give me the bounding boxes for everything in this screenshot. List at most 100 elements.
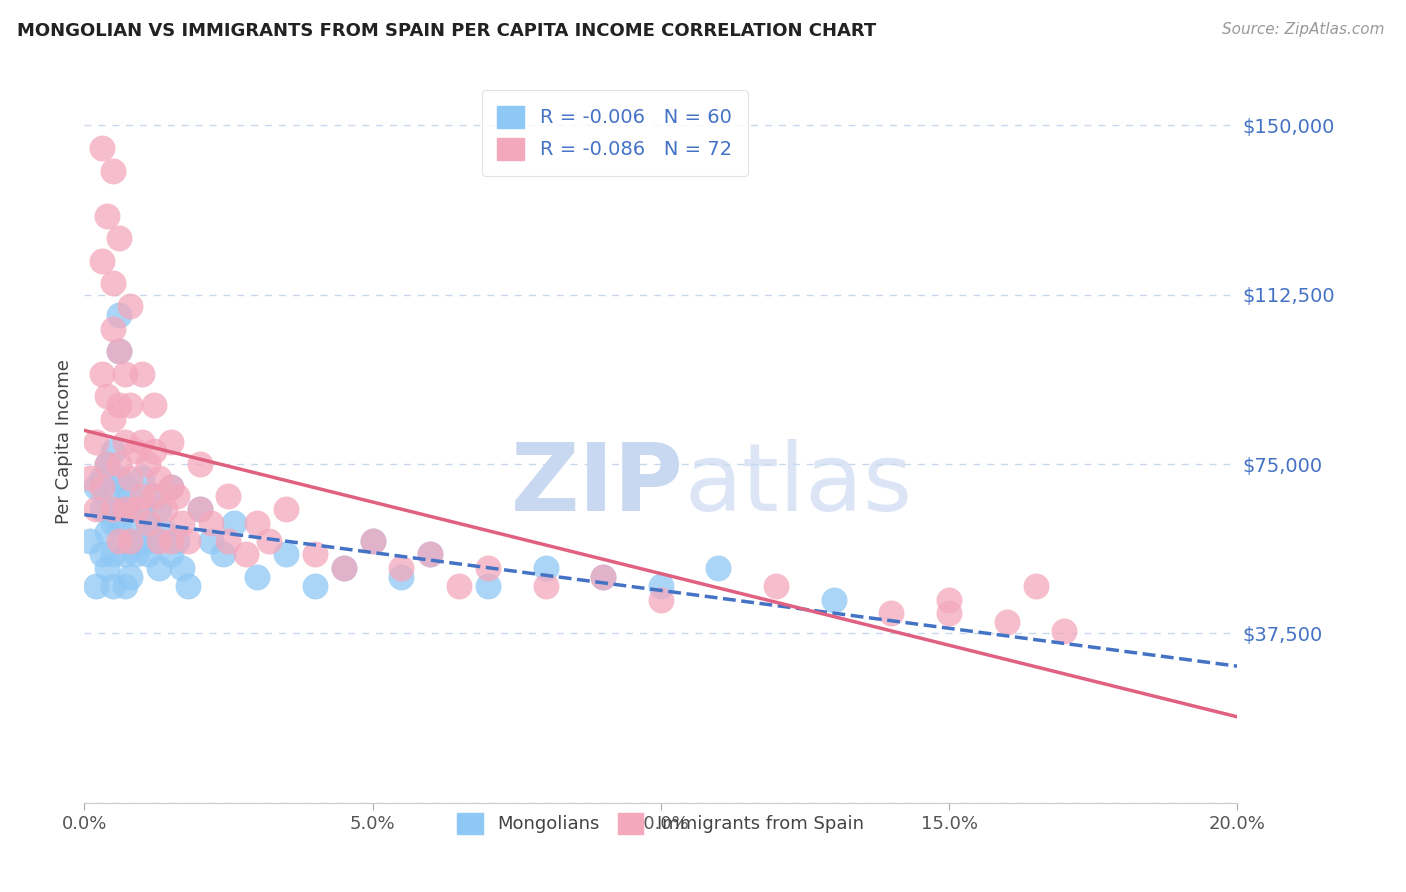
Point: [96, 389, 118, 403]
Point: [142, 489, 165, 503]
Point: [148, 561, 170, 575]
Point: [765, 579, 787, 593]
Point: [96, 457, 118, 471]
Point: [246, 570, 269, 584]
Point: [90, 548, 112, 562]
Point: [136, 516, 159, 530]
Point: [172, 561, 194, 575]
Point: [114, 480, 136, 494]
Point: [148, 533, 170, 548]
Point: [142, 443, 165, 458]
Point: [90, 480, 112, 494]
Point: [120, 470, 142, 484]
Point: [160, 480, 183, 494]
Point: [592, 570, 614, 584]
Point: [304, 548, 326, 562]
Point: [148, 470, 170, 484]
Point: [79, 533, 101, 548]
Point: [131, 470, 153, 484]
Point: [333, 561, 356, 575]
Point: [90, 502, 112, 516]
Point: [276, 548, 298, 562]
Point: [938, 606, 960, 620]
Point: [880, 606, 903, 620]
Point: [650, 592, 672, 607]
Point: [108, 344, 131, 359]
Point: [200, 533, 222, 548]
Point: [108, 344, 131, 359]
Point: [276, 502, 298, 516]
Y-axis label: Per Capita Income: Per Capita Income: [55, 359, 73, 524]
Point: [131, 533, 153, 548]
Point: [419, 548, 441, 562]
Point: [96, 457, 118, 471]
Point: [114, 367, 136, 381]
Point: [136, 516, 159, 530]
Text: MONGOLIAN VS IMMIGRANTS FROM SPAIN PER CAPITA INCOME CORRELATION CHART: MONGOLIAN VS IMMIGRANTS FROM SPAIN PER C…: [17, 22, 876, 40]
Point: [103, 516, 124, 530]
Point: [995, 615, 1018, 630]
Point: [160, 548, 183, 562]
Point: [160, 434, 183, 449]
Point: [114, 502, 136, 516]
Point: [103, 548, 124, 562]
Point: [108, 457, 131, 471]
Point: [177, 579, 200, 593]
Point: [235, 548, 257, 562]
Point: [136, 548, 159, 562]
Point: [79, 470, 101, 484]
Point: [84, 480, 107, 494]
Point: [120, 398, 142, 412]
Point: [90, 141, 112, 155]
Point: [103, 502, 124, 516]
Point: [108, 231, 131, 245]
Point: [211, 548, 233, 562]
Point: [1053, 624, 1076, 639]
Point: [177, 533, 200, 548]
Point: [103, 277, 124, 291]
Point: [90, 470, 112, 484]
Point: [188, 457, 211, 471]
Point: [114, 579, 136, 593]
Point: [218, 489, 240, 503]
Point: [96, 489, 118, 503]
Point: [200, 516, 222, 530]
Point: [120, 489, 142, 503]
Point: [84, 502, 107, 516]
Point: [160, 480, 183, 494]
Point: [103, 579, 124, 593]
Point: [125, 443, 148, 458]
Point: [142, 398, 165, 412]
Text: Source: ZipAtlas.com: Source: ZipAtlas.com: [1222, 22, 1385, 37]
Point: [257, 533, 280, 548]
Point: [153, 524, 176, 539]
Point: [114, 502, 136, 516]
Point: [592, 570, 614, 584]
Point: [103, 163, 124, 178]
Point: [166, 533, 188, 548]
Point: [120, 570, 142, 584]
Point: [84, 434, 107, 449]
Point: [120, 299, 142, 313]
Point: [166, 489, 188, 503]
Point: [1025, 579, 1047, 593]
Point: [120, 533, 142, 548]
Point: [103, 412, 124, 426]
Point: [125, 516, 148, 530]
Point: [188, 502, 211, 516]
Point: [707, 561, 730, 575]
Point: [650, 579, 672, 593]
Point: [304, 579, 326, 593]
Point: [120, 533, 142, 548]
Point: [188, 502, 211, 516]
Point: [131, 434, 153, 449]
Text: atlas: atlas: [683, 439, 912, 531]
Point: [131, 502, 153, 516]
Point: [131, 367, 153, 381]
Point: [224, 516, 246, 530]
Point: [419, 548, 441, 562]
Point: [148, 502, 170, 516]
Point: [534, 561, 557, 575]
Point: [938, 592, 960, 607]
Point: [142, 489, 165, 503]
